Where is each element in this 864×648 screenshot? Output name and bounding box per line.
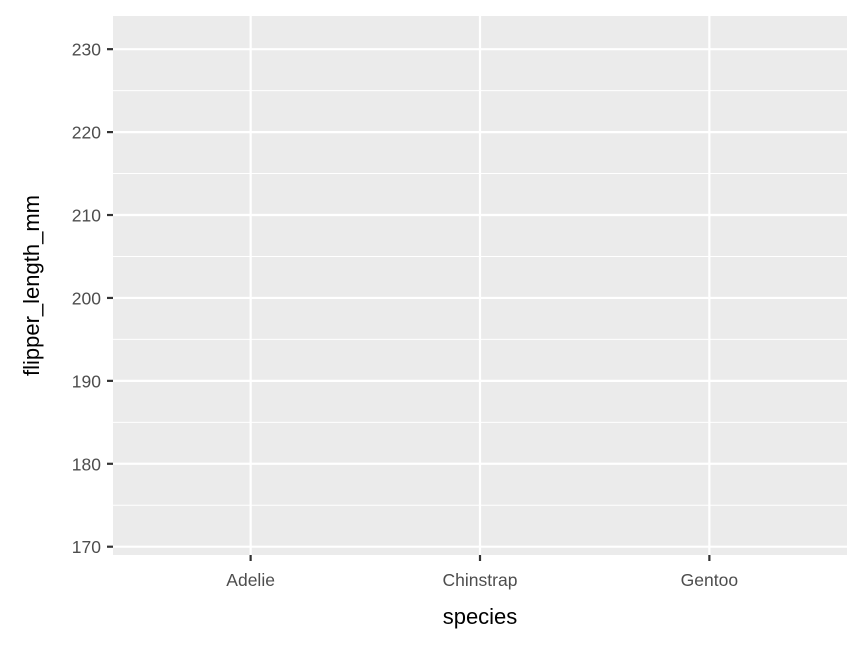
x-tick-label: Gentoo — [681, 570, 738, 590]
y-tick-label: 210 — [72, 206, 101, 226]
y-tick-label: 220 — [72, 123, 101, 143]
y-tick-label: 230 — [72, 40, 101, 60]
y-axis: 170 180 190 200 210 220 230 — [72, 40, 113, 557]
x-tick-label: Chinstrap — [443, 570, 518, 590]
y-tick-label: 190 — [72, 371, 101, 391]
y-tick-label: 180 — [72, 454, 101, 474]
major-gridlines — [113, 16, 847, 555]
y-tick-label: 170 — [72, 537, 101, 557]
x-axis-title: species — [443, 604, 518, 629]
y-axis-title: flipper_length_mm — [19, 195, 44, 376]
x-axis: Adelie Chinstrap Gentoo — [226, 555, 738, 590]
y-tick-label: 200 — [72, 288, 101, 308]
x-tick-label: Adelie — [226, 570, 275, 590]
